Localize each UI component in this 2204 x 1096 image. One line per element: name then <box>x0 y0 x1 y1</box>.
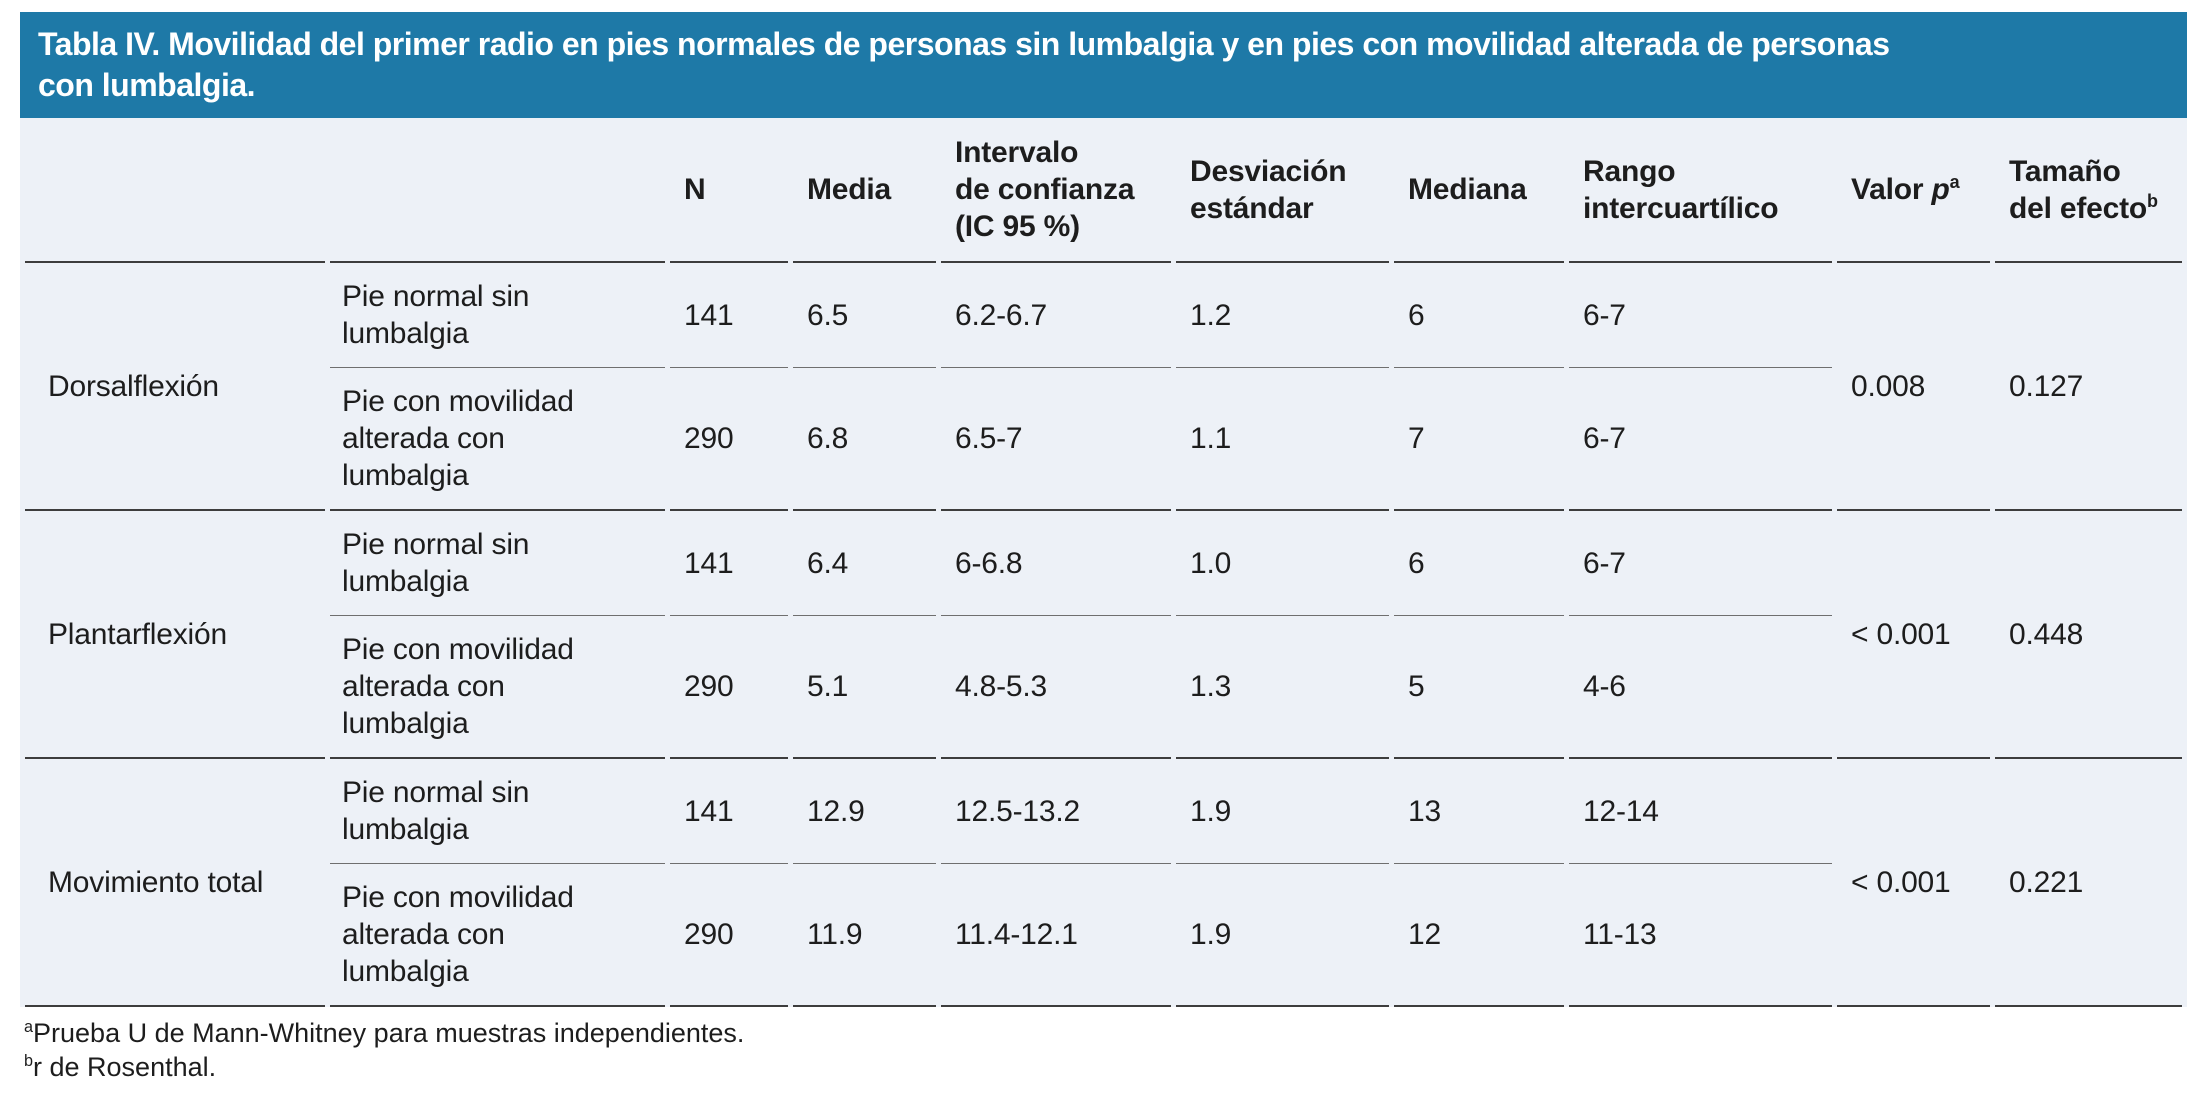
row-label-cell: Pie con movilidad alterada con lumbalgia <box>342 633 574 740</box>
effect-size-cell: 0.127 <box>1995 261 2182 509</box>
table-title: Tabla IV. Movilidad del primer radio en … <box>38 26 1890 103</box>
rango-cell: 6-7 <box>1569 261 1832 368</box>
p-value-cell: 0.008 <box>1837 261 1990 509</box>
n-cell: 290 <box>684 670 734 703</box>
sd-cell: 1.3 <box>1190 670 1232 703</box>
sd-cell: 1.9 <box>1176 864 1389 1007</box>
footnote-b: br de Rosenthal. <box>24 1050 744 1084</box>
table-row: Plantarflexión Pie normal sin lumbalgia … <box>25 509 2182 651</box>
footnote-a-text: Prueba U de Mann-Whitney para muestras i… <box>33 1018 745 1048</box>
mediana-cell: 12 <box>1394 864 1564 1007</box>
row-label-cell: Pie normal sin lumbalgia <box>330 509 665 616</box>
col-header-ic: Intervalo de confianza (IC 95 %) <box>955 136 1135 243</box>
sd-cell: 1.2 <box>1176 261 1389 368</box>
footnotes: aPrueba U de Mann-Whitney para muestras … <box>24 1016 744 1084</box>
col-header-p-value: Valor pa <box>1837 118 1990 261</box>
col-header-sublabel <box>330 118 665 261</box>
p-value-symbol: p <box>1931 173 1950 206</box>
n-cell: 141 <box>670 261 788 368</box>
sd-cell: 1.9 <box>1176 757 1389 864</box>
row-label-cell: Pie con movilidad alterada con lumbalgia <box>330 864 665 1007</box>
effect-size-cell: 0.448 <box>1995 509 2182 757</box>
media-cell: 12.9 <box>793 757 936 864</box>
effect-size-cell: 0.221 <box>1995 757 2182 1007</box>
p-value-cell: < 0.001 <box>1837 509 1990 757</box>
col-header-group <box>25 118 325 261</box>
rango-cell: 6-7 <box>1569 509 1832 616</box>
ic-cell: 6-6.8 <box>941 509 1171 616</box>
rango-cell: 12-14 <box>1569 757 1832 864</box>
header-row: N Media Intervalo de confianza (IC 95 %)… <box>25 118 2182 261</box>
col-header-effect-size: Tamaño del efectob <box>1995 118 2182 261</box>
sd-cell: 1.0 <box>1176 509 1389 616</box>
rango-cell: 6-7 <box>1583 422 1626 455</box>
ic-cell: 4.8-5.3 <box>955 670 1047 703</box>
footnote-b-text: r de Rosenthal. <box>33 1052 217 1082</box>
footnote-a: aPrueba U de Mann-Whitney para muestras … <box>24 1016 744 1050</box>
media-cell: 11.9 <box>793 864 936 1007</box>
ic-cell: 12.5-13.2 <box>941 757 1171 864</box>
col-header-rango: Rango intercuartílico <box>1583 154 1779 225</box>
group-label-movimiento-total: Movimiento total <box>25 757 325 1007</box>
table-row: Dorsalflexión Pie normal sin lumbalgia 1… <box>25 261 2182 403</box>
data-table: N Media Intervalo de confianza (IC 95 %)… <box>20 118 2187 1007</box>
footnote-marker-b: b <box>2147 190 2158 211</box>
effect-size-label: Tamaño del efecto <box>2009 154 2148 225</box>
group-label-dorsalflexion: Dorsalflexión <box>25 261 325 509</box>
n-cell: 141 <box>670 757 788 864</box>
table-row: Movimiento total Pie normal sin lumbalgi… <box>25 757 2182 1007</box>
ic-cell: 6.5-7 <box>955 422 1023 455</box>
mediana-cell: 6 <box>1394 261 1564 368</box>
footnote-marker-a: a <box>1949 172 1960 192</box>
mediana-cell: 7 <box>1408 422 1425 455</box>
col-header-n: N <box>684 173 706 206</box>
p-value-cell: < 0.001 <box>1837 757 1990 1007</box>
n-cell: 141 <box>670 509 788 616</box>
rango-cell: 4-6 <box>1583 670 1626 703</box>
n-cell: 290 <box>670 864 788 1007</box>
col-header-media: Media <box>807 173 892 206</box>
col-header-mediana: Mediana <box>1408 173 1527 206</box>
footnote-a-marker: a <box>24 1018 34 1036</box>
mediana-cell: 13 <box>1394 757 1564 864</box>
col-header-sd: Desviación estándar <box>1190 154 1347 225</box>
media-cell: 5.1 <box>807 670 849 703</box>
row-label-cell: Pie con movilidad alterada con lumbalgia <box>342 385 574 492</box>
mediana-cell: 6 <box>1394 509 1564 616</box>
group-label-plantarflexion: Plantarflexión <box>25 509 325 757</box>
table-row: Pie con movilidad alterada con lumbalgia… <box>25 616 2182 757</box>
table-figure: Tabla IV. Movilidad del primer radio en … <box>20 12 2187 1007</box>
table-row: Pie con movilidad alterada con lumbalgia… <box>25 368 2182 509</box>
footnote-b-marker: b <box>24 1052 34 1070</box>
row-label-cell: Pie normal sin lumbalgia <box>330 261 665 368</box>
ic-cell: 6.2-6.7 <box>941 261 1171 368</box>
mediana-cell: 5 <box>1408 670 1425 703</box>
ic-cell: 11.4-12.1 <box>941 864 1171 1007</box>
table-row: Pie con movilidad alterada con lumbalgia… <box>25 864 2182 1007</box>
media-cell: 6.4 <box>793 509 936 616</box>
rango-cell: 11-13 <box>1569 864 1832 1007</box>
media-cell: 6.5 <box>793 261 936 368</box>
n-cell: 290 <box>684 422 734 455</box>
p-value-label: Valor <box>1851 173 1924 206</box>
row-label-cell: Pie normal sin lumbalgia <box>330 757 665 864</box>
media-cell: 6.8 <box>807 422 849 455</box>
sd-cell: 1.1 <box>1190 422 1232 455</box>
table-title-bar: Tabla IV. Movilidad del primer radio en … <box>20 12 2187 118</box>
